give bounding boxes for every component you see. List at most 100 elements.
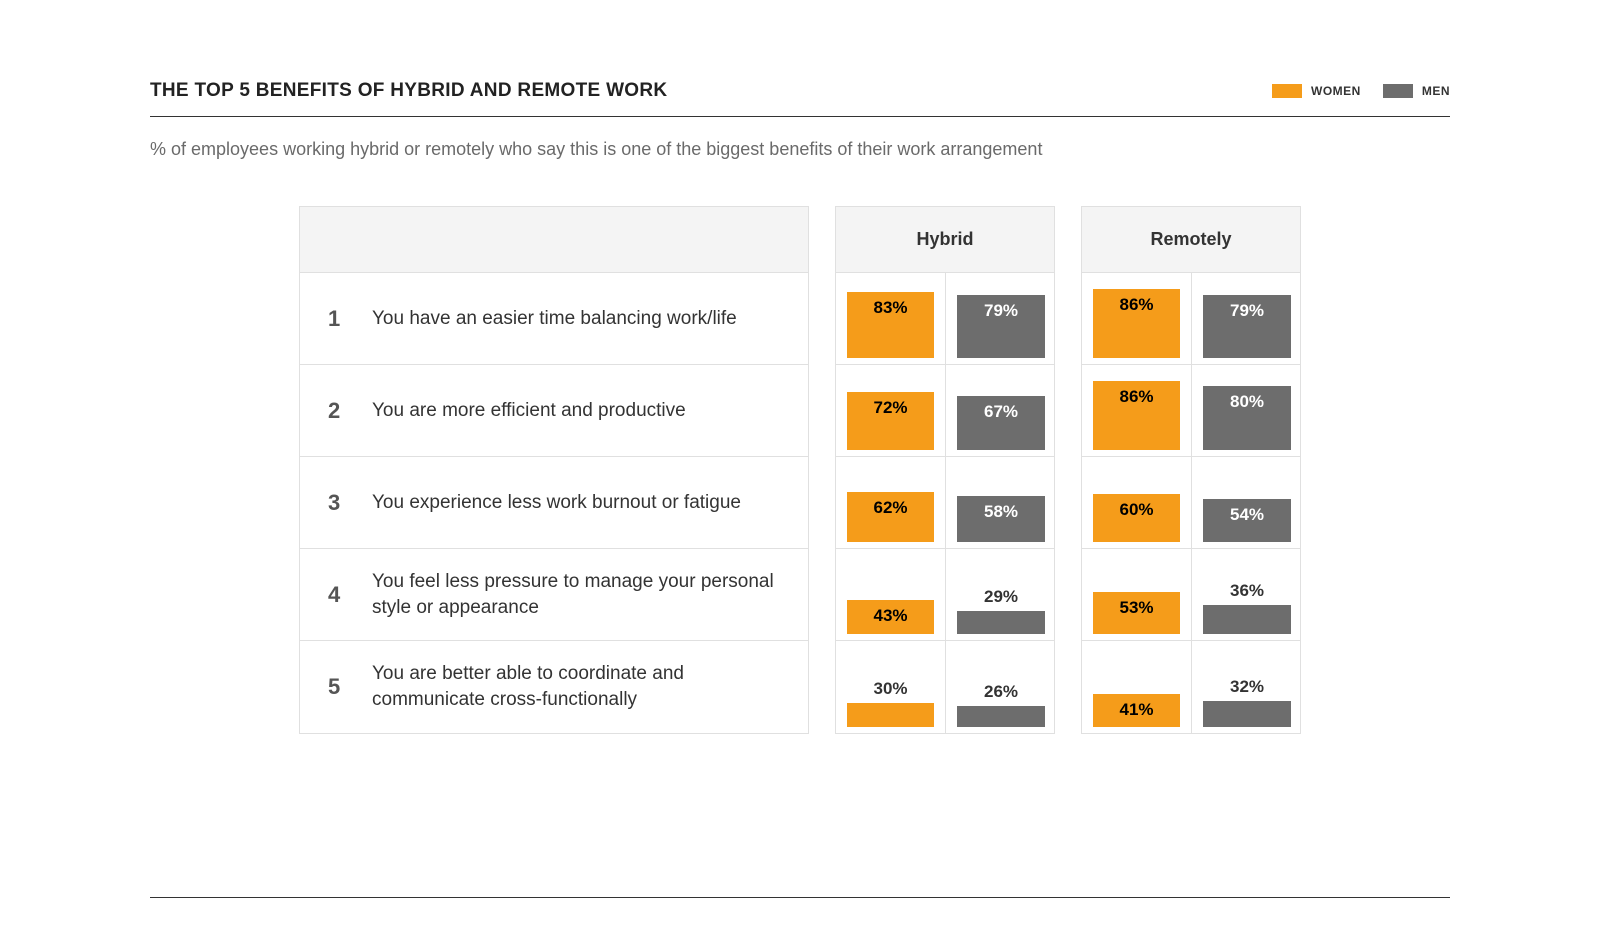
data-row: 83% 79% [836, 273, 1054, 365]
bar-men: 32% [1203, 701, 1291, 727]
bar-men: 79% [1203, 295, 1291, 358]
legend-swatch-men [1383, 84, 1413, 98]
bar-cell-women: 86% [1082, 273, 1192, 364]
bottom-divider [150, 897, 1450, 898]
data-row: 43% 29% [836, 549, 1054, 641]
bar-men: 36% [1203, 605, 1291, 634]
bar-cell-men: 80% [1192, 365, 1302, 456]
top-divider [150, 116, 1450, 117]
bar-label-men: 58% [957, 502, 1045, 522]
bar-label-men: 29% [957, 587, 1045, 607]
legend-women: WOMEN [1272, 84, 1361, 98]
bar-cell-women: 43% [836, 549, 946, 640]
remote-header: Remotely [1082, 207, 1300, 273]
data-row: 62% 58% [836, 457, 1054, 549]
bar-men: 80% [1203, 386, 1291, 450]
benefit-text: You are more efficient and productive [372, 398, 686, 424]
benefits-column: 1You have an easier time balancing work/… [299, 206, 809, 734]
bar-cell-women: 30% [836, 641, 946, 733]
remote-column: Remotely 86% 79% 86% 80% 60% 54% 53% 36% 41% 32% [1081, 206, 1301, 734]
legend-label-women: WOMEN [1311, 84, 1361, 98]
bar-women: 43% [847, 600, 934, 634]
bar-women: 62% [847, 492, 934, 542]
bar-label-men: 26% [957, 682, 1045, 702]
benefit-row: 2You are more efficient and productive [300, 365, 808, 457]
bar-label-women: 86% [1093, 295, 1180, 315]
data-row: 30% 26% [836, 641, 1054, 733]
bar-cell-women: 41% [1082, 641, 1192, 733]
bar-cell-women: 53% [1082, 549, 1192, 640]
hybrid-column: Hybrid 83% 79% 72% 67% 62% 58% 43% 29% 30% 26% [835, 206, 1055, 734]
benefit-rank: 4 [328, 582, 372, 608]
benefit-row: 5You are better able to coordinate and c… [300, 641, 808, 733]
benefits-header-blank [300, 207, 808, 273]
bar-label-women: 43% [847, 606, 934, 626]
benefit-text: You are better able to coordinate and co… [372, 661, 788, 712]
bar-label-men: 32% [1203, 677, 1291, 697]
bar-men: 79% [957, 295, 1045, 358]
bar-cell-men: 54% [1192, 457, 1302, 548]
bar-label-women: 53% [1093, 598, 1180, 618]
data-row: 86% 80% [1082, 365, 1300, 457]
bar-cell-women: 72% [836, 365, 946, 456]
data-row: 60% 54% [1082, 457, 1300, 549]
cells: 62% 58% [836, 457, 1056, 548]
benefit-text: You have an easier time balancing work/l… [372, 306, 737, 332]
cells: 43% 29% [836, 549, 1056, 640]
table-wrap: 1You have an easier time balancing work/… [150, 206, 1450, 734]
bar-men: 67% [957, 396, 1045, 450]
benefit-row: 4You feel less pressure to manage your p… [300, 549, 808, 641]
bar-label-men: 80% [1203, 392, 1291, 412]
bar-label-women: 83% [847, 298, 934, 318]
bar-label-men: 67% [957, 402, 1045, 422]
bar-label-women: 60% [1093, 500, 1180, 520]
bar-women: 30% [847, 703, 934, 727]
data-row: 86% 79% [1082, 273, 1300, 365]
legend-men: MEN [1383, 84, 1450, 98]
bar-cell-men: 32% [1192, 641, 1302, 733]
benefit-rank: 5 [328, 674, 372, 700]
data-row: 41% 32% [1082, 641, 1300, 733]
bar-label-women: 72% [847, 398, 934, 418]
bar-cell-men: 36% [1192, 549, 1302, 640]
legend-swatch-women [1272, 84, 1302, 98]
bar-cell-men: 79% [946, 273, 1056, 364]
bar-cell-men: 67% [946, 365, 1056, 456]
benefit-text: You feel less pressure to manage your pe… [372, 569, 788, 620]
bar-label-women: 86% [1093, 387, 1180, 407]
cells: 83% 79% [836, 273, 1056, 364]
benefit-rank: 3 [328, 490, 372, 516]
bar-women: 60% [1093, 494, 1180, 542]
bar-cell-women: 86% [1082, 365, 1192, 456]
benefit-rank: 1 [328, 306, 372, 332]
bar-cell-women: 60% [1082, 457, 1192, 548]
bar-men: 29% [957, 611, 1045, 634]
bar-label-men: 79% [957, 301, 1045, 321]
bar-women: 41% [1093, 694, 1180, 727]
bar-women: 72% [847, 392, 934, 450]
cells: 53% 36% [1082, 549, 1302, 640]
bar-label-women: 30% [847, 679, 934, 699]
bar-women: 86% [1093, 289, 1180, 358]
bar-label-men: 79% [1203, 301, 1291, 321]
header-row: THE TOP 5 BENEFITS OF HYBRID AND REMOTE … [150, 80, 1450, 102]
bar-men: 54% [1203, 499, 1291, 542]
cells: 86% 79% [1082, 273, 1302, 364]
bar-cell-women: 62% [836, 457, 946, 548]
bar-men: 26% [957, 706, 1045, 727]
bar-cell-men: 58% [946, 457, 1056, 548]
hybrid-header: Hybrid [836, 207, 1054, 273]
benefit-row: 3You experience less work burnout or fat… [300, 457, 808, 549]
chart-title: THE TOP 5 BENEFITS OF HYBRID AND REMOTE … [150, 80, 667, 102]
cells: 86% 80% [1082, 365, 1302, 456]
data-row: 53% 36% [1082, 549, 1300, 641]
bar-men: 58% [957, 496, 1045, 542]
chart-subtitle: % of employees working hybrid or remotel… [150, 139, 1450, 160]
bar-label-men: 54% [1203, 505, 1291, 525]
benefit-rank: 2 [328, 398, 372, 424]
benefit-row: 1You have an easier time balancing work/… [300, 273, 808, 365]
legend-label-men: MEN [1422, 84, 1450, 98]
bar-label-women: 41% [1093, 700, 1180, 720]
benefit-text: You experience less work burnout or fati… [372, 490, 741, 516]
cells: 72% 67% [836, 365, 1056, 456]
